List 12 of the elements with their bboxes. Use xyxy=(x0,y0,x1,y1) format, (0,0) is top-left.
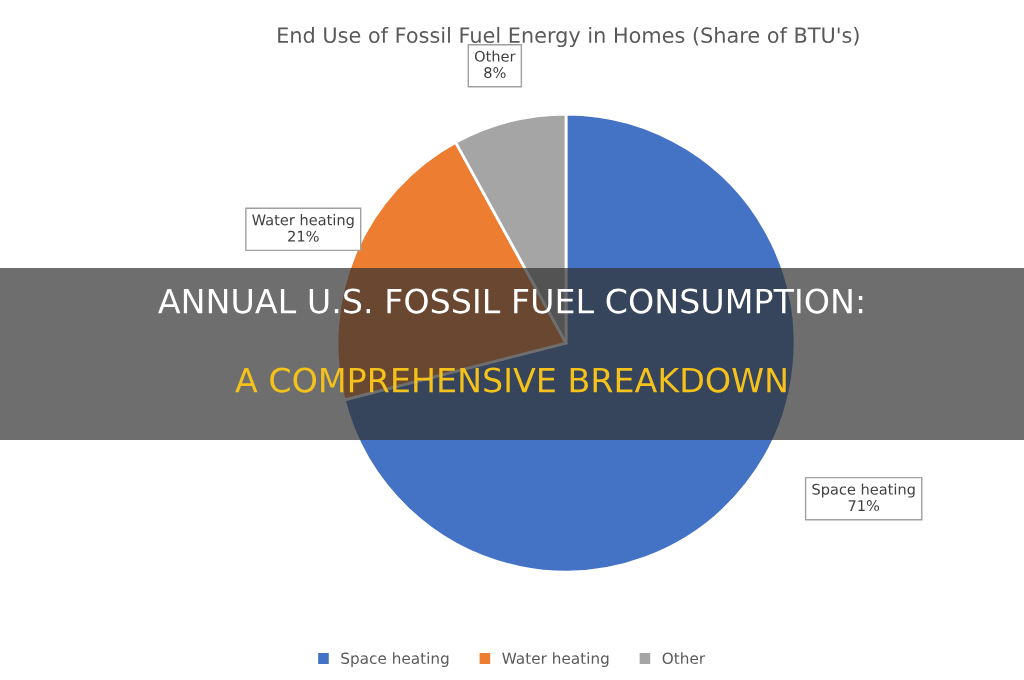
text: A COMPREHENSIVE BREAKDOWN xyxy=(235,367,786,393)
slice-label: Other xyxy=(474,50,516,62)
slice-label: Water heating xyxy=(252,214,354,229)
legend-label: Space heating xyxy=(341,652,449,667)
legend-label: Other xyxy=(662,652,706,665)
data-label: 21% xyxy=(288,230,319,242)
data-label: 8% xyxy=(484,67,506,79)
chart-title: End Use of Fossil Fuel Energy in Homes (Share of BTU's) xyxy=(278,26,859,48)
slice-label: Space heating xyxy=(812,483,915,498)
legend-label: Water heating xyxy=(502,652,609,667)
text: ANNUAL U.S. FOSSIL FUEL CONSUMPTION: xyxy=(158,288,863,314)
data-label: 71% xyxy=(848,500,880,512)
